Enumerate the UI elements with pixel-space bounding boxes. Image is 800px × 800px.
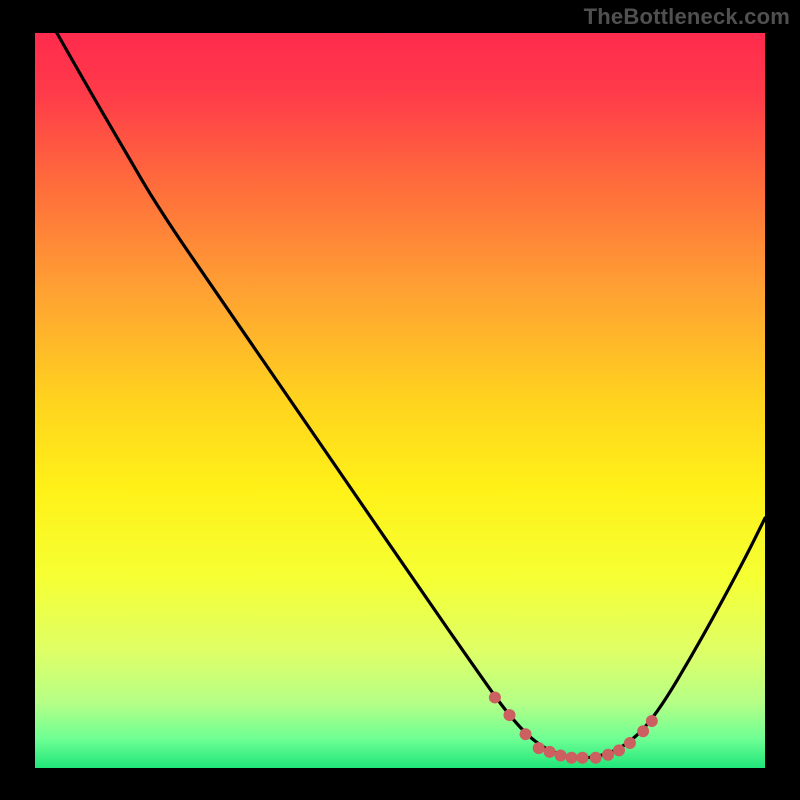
- curve-marker: [520, 728, 532, 740]
- curve-marker: [624, 737, 636, 749]
- curve-marker: [566, 752, 578, 764]
- curve-marker: [533, 742, 545, 754]
- curve-marker: [577, 752, 589, 764]
- curve-marker: [646, 715, 658, 727]
- curve-marker: [613, 744, 625, 756]
- watermark-text: TheBottleneck.com: [584, 4, 790, 30]
- curve-marker: [637, 725, 649, 737]
- curve-marker: [504, 709, 516, 721]
- curve-marker: [602, 749, 614, 761]
- curve-marker: [544, 746, 556, 758]
- plot-area: [35, 33, 765, 768]
- curve-marker: [555, 750, 567, 762]
- curve-marker: [489, 691, 501, 703]
- curve-marker: [590, 752, 602, 764]
- markers-svg: [35, 33, 765, 768]
- frame: TheBottleneck.com: [0, 0, 800, 800]
